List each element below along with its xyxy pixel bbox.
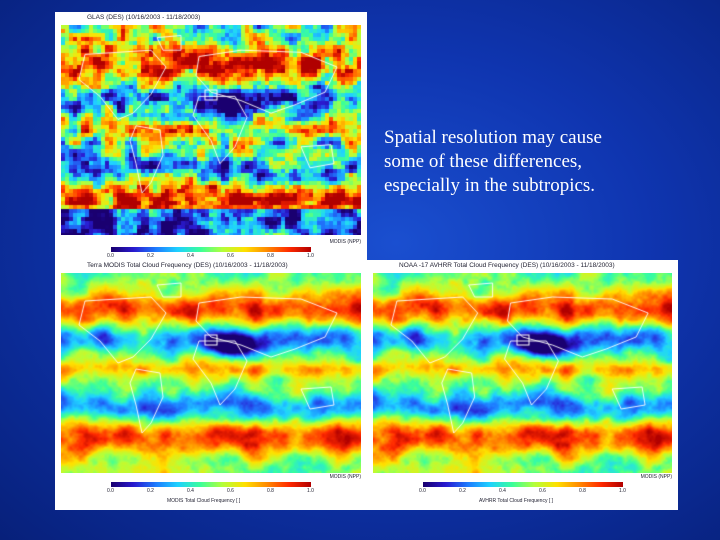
modis-colorbar — [111, 482, 311, 487]
avhrr-map-panel: NOAA -17 AVHRR Total Cloud Frequency (DE… — [367, 260, 678, 510]
tick-label: 0.4 — [499, 488, 506, 494]
tick-label: 0.4 — [187, 253, 194, 259]
tick-label: 0.8 — [267, 253, 274, 259]
avhrr-colorbar-ticks: 0.0 0.2 0.4 0.6 0.8 1.0 — [419, 488, 626, 494]
avhrr-units-label: MODIS (NPP) — [640, 474, 672, 480]
avhrr-caption: AVHRR Total Cloud Frequency [ ] — [479, 498, 554, 504]
note-line: some of these differences, — [384, 151, 583, 172]
tick-label: 0.0 — [419, 488, 426, 494]
tick-label: 0.0 — [107, 253, 114, 259]
tick-label: 0.2 — [459, 488, 466, 494]
tick-label: 0.6 — [539, 488, 546, 494]
tick-label: 0.8 — [579, 488, 586, 494]
tick-label: 0.2 — [147, 253, 154, 259]
note-line: Spatial resolution may cause — [384, 127, 602, 148]
modis-colorbar-ticks: 0.0 0.2 0.4 0.6 0.8 1.0 — [107, 488, 314, 494]
modis-caption: MODIS Total Cloud Frequency [ ] — [167, 498, 241, 504]
slide-note: Spatial resolution may cause some of the… — [384, 126, 674, 198]
glas-colorbar — [111, 247, 311, 252]
tick-label: 1.0 — [619, 488, 626, 494]
avhrr-cloud-frequency-map — [373, 273, 672, 473]
tick-label: 0.0 — [107, 488, 114, 494]
modis-cloud-frequency-map — [61, 273, 361, 473]
avhrr-panel-title: NOAA -17 AVHRR Total Cloud Frequency (DE… — [399, 262, 615, 269]
glas-panel-title: GLAS (DES) (10/16/2003 - 11/18/2003) — [87, 14, 201, 21]
tick-label: 1.0 — [307, 488, 314, 494]
tick-label: 0.2 — [147, 488, 154, 494]
tick-label: 0.8 — [267, 488, 274, 494]
glas-units-label: MODIS (NPP) — [329, 239, 361, 245]
glas-cloud-frequency-map — [61, 25, 361, 235]
note-line: especially in the subtropics. — [384, 175, 596, 196]
avhrr-colorbar — [423, 482, 623, 487]
modis-units-label: MODIS (NPP) — [329, 474, 361, 480]
modis-map-panel: Terra MODIS Total Cloud Frequency (DES) … — [55, 260, 367, 510]
modis-panel-title: Terra MODIS Total Cloud Frequency (DES) … — [87, 262, 288, 269]
glas-map-panel: GLAS (DES) (10/16/2003 - 11/18/2003) MOD… — [55, 12, 367, 260]
tick-label: 1.0 — [307, 253, 314, 259]
glas-colorbar-ticks: 0.0 0.2 0.4 0.6 0.8 1.0 — [107, 253, 314, 259]
tick-label: 0.6 — [227, 253, 234, 259]
tick-label: 0.4 — [187, 488, 194, 494]
tick-label: 0.6 — [227, 488, 234, 494]
